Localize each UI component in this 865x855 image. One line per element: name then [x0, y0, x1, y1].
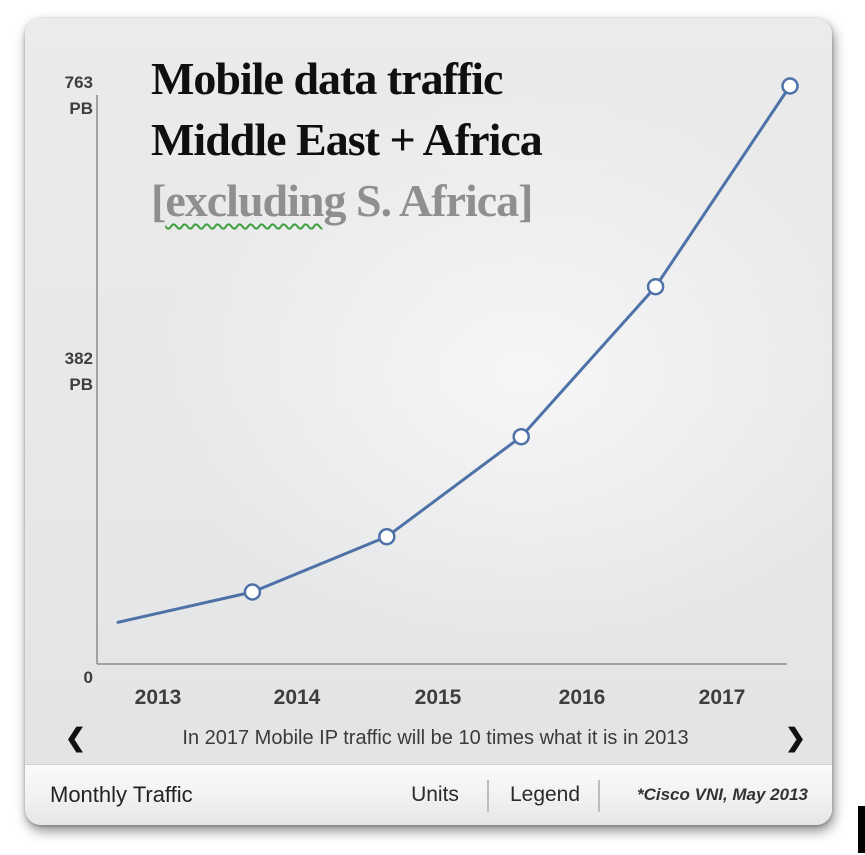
footer-divider [487, 780, 489, 812]
chart-title-line2: Middle East + Africa [151, 114, 543, 165]
subtitle-rest: S. Africa] [345, 175, 534, 226]
data-point-marker [646, 277, 665, 296]
monthly-traffic-button[interactable]: Monthly Traffic [50, 782, 193, 807]
caption-text: In 2017 Mobile IP traffic will be 10 tim… [182, 726, 689, 749]
chart-card: 763 PB 382 PB 0 2013 2014 2015 2016 2017 Mobile … [25, 18, 832, 825]
chevron-right-icon: ❯ [785, 724, 806, 752]
x-tick-label: 2015 [414, 686, 462, 709]
traffic-line-chart [96, 77, 799, 665]
data-point-marker [243, 583, 262, 601]
previous-slide-button[interactable]: ❮ [63, 718, 88, 758]
x-tick-label: 2014 [273, 686, 321, 709]
y-tick-unit: PB [69, 99, 93, 118]
y-tick-label: 0 [33, 665, 93, 691]
source-citation: *Cisco VNI, May 2013 [636, 785, 808, 804]
next-slide-button[interactable]: ❯ [783, 718, 808, 758]
caption-bar: ❮ In 2017 Mobile IP traffic will be 10 t… [63, 718, 808, 758]
subtitle-open-bracket: [ [151, 175, 166, 226]
legend-button[interactable]: Legend [509, 783, 581, 806]
chevron-left-icon: ❮ [65, 724, 86, 752]
footer-toolbar: Monthly Traffic Units Legend *Cisco VNI,… [25, 764, 832, 825]
chart-subtitle: [excluding S. Africa] [151, 170, 542, 231]
y-tick-value: 763 [64, 73, 93, 92]
footer-divider [598, 780, 600, 812]
y-tick-label: 382 PB [33, 346, 93, 398]
data-point-marker [378, 527, 396, 546]
y-tick-label: 763 PB [33, 70, 93, 122]
y-tick-value: 0 [83, 668, 93, 687]
x-tick-label: 2013 [134, 686, 182, 709]
y-tick-unit: PB [69, 375, 93, 394]
subtitle-misspelled-word: excluding [165, 175, 346, 226]
x-tick-label: 2017 [698, 686, 746, 709]
chart-title-line1: Mobile data traffic [151, 53, 503, 104]
y-tick-value: 382 [64, 349, 93, 368]
chart-title: Mobile data traffic Middle East + Africa… [151, 48, 543, 231]
x-tick-label: 2016 [558, 686, 606, 709]
data-point-marker [781, 77, 799, 95]
data-point-marker [512, 427, 530, 446]
units-button[interactable]: Units [411, 783, 459, 806]
traffic-series-line [116, 84, 792, 624]
text-cursor-artifact [858, 806, 865, 853]
